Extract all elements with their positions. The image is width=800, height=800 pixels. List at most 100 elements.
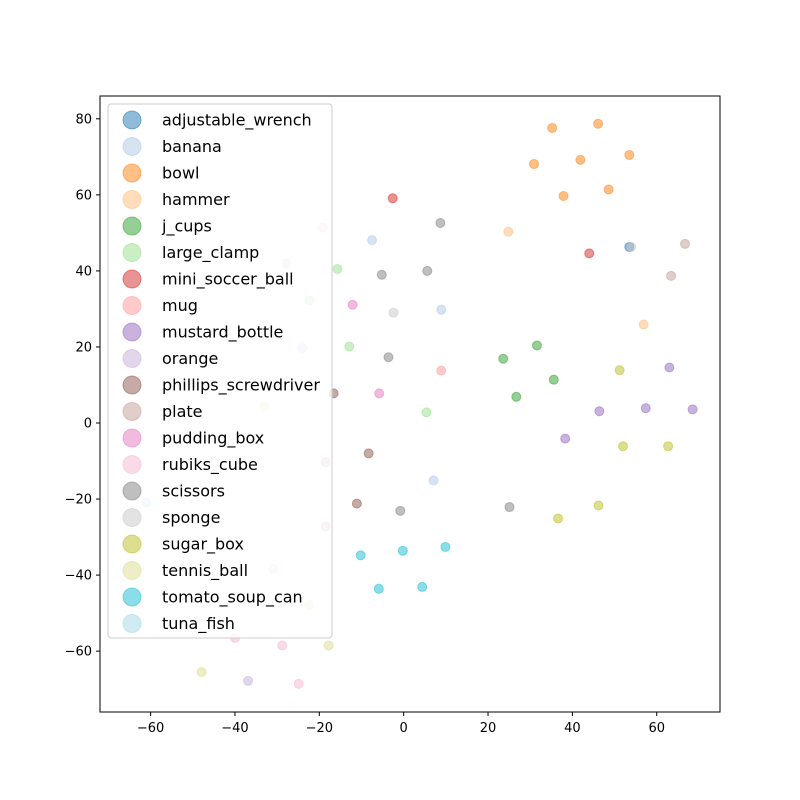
point-mustard_bottle	[640, 403, 651, 414]
y-tick-label: 20	[75, 340, 92, 355]
legend-marker-mustard_bottle	[122, 322, 142, 342]
legend-marker-adjustable_wrench	[122, 110, 142, 130]
point-sponge	[626, 241, 637, 252]
point-mini_soccer_ball	[387, 193, 398, 204]
legend-marker-phillips_screwdriver	[122, 375, 142, 395]
point-tomato_soup_can	[373, 583, 384, 594]
point-sugar_box	[614, 365, 625, 376]
point-rubiks_cube	[293, 678, 304, 689]
y-tick-label: −60	[65, 645, 92, 660]
point-hammer	[503, 226, 514, 237]
legend-label-rubiks_cube: rubiks_cube	[162, 455, 258, 475]
point-tomato_soup_can	[440, 541, 451, 552]
legend-label-bowl: bowl	[162, 164, 199, 183]
point-scissors	[395, 505, 406, 516]
legend-label-mug: mug	[162, 296, 198, 315]
x-tick-label: −60	[137, 721, 164, 736]
legend-label-pudding_box: pudding_box	[162, 429, 264, 449]
point-sugar_box	[617, 441, 628, 452]
point-plate	[666, 270, 677, 281]
point-bowl	[547, 122, 558, 133]
x-tick-label: −20	[306, 721, 333, 736]
legend-marker-scissors	[122, 481, 142, 501]
point-sugar_box	[593, 500, 604, 511]
legend-label-sugar_box: sugar_box	[162, 535, 244, 555]
point-plate	[679, 238, 690, 249]
legend-label-scissors: scissors	[162, 482, 225, 501]
point-banana	[367, 235, 378, 246]
legend-marker-pudding_box	[122, 428, 142, 448]
point-j_cups	[548, 374, 559, 385]
y-tick-label: 80	[75, 112, 92, 127]
legend-label-adjustable_wrench: adjustable_wrench	[162, 111, 312, 131]
point-tomato_soup_can	[397, 545, 408, 556]
point-bowl	[558, 191, 569, 201]
y-tick-label: 60	[75, 188, 92, 203]
point-scissors	[376, 269, 387, 280]
legend-marker-sugar_box	[122, 534, 142, 554]
point-mustard_bottle	[687, 404, 698, 415]
x-tick-label: 60	[648, 721, 665, 736]
y-axis: −60 −40 −20 0 20 40 60 80	[65, 112, 100, 660]
legend-label-hammer: hammer	[162, 190, 230, 209]
x-tick-label: 0	[400, 721, 408, 736]
point-rubiks_cube	[277, 640, 288, 651]
point-j_cups	[531, 340, 542, 351]
point-sugar_box	[663, 441, 674, 452]
point-scissors	[435, 218, 446, 228]
legend-marker-mug	[122, 296, 142, 315]
point-bowl	[603, 184, 614, 195]
legend-marker-j_cups	[122, 216, 142, 236]
legend-label-tennis_ball: tennis_ball	[162, 561, 248, 581]
legend-marker-large_clamp	[122, 243, 142, 262]
point-tomato_soup_can	[417, 581, 428, 592]
legend-label-mustard_bottle: mustard_bottle	[162, 323, 283, 343]
legend-marker-orange	[122, 349, 142, 368]
point-j_cups	[511, 391, 522, 402]
point-mustard_bottle	[560, 433, 571, 444]
point-pudding_box	[347, 299, 358, 310]
point-scissors	[383, 352, 394, 363]
legend-marker-plate	[122, 402, 142, 421]
legend-marker-tuna_fish	[122, 614, 142, 633]
point-large_clamp	[332, 264, 343, 275]
y-tick-label: −20	[65, 493, 92, 508]
legend-box	[107, 103, 333, 639]
point-scissors	[504, 502, 515, 513]
x-tick-label: 20	[480, 721, 497, 736]
legend-marker-mini_soccer_ball	[122, 269, 142, 289]
point-mustard_bottle	[594, 406, 605, 417]
legend-label-banana: banana	[162, 137, 222, 156]
legend-label-plate: plate	[162, 402, 203, 421]
point-large_clamp	[344, 341, 355, 352]
point-bowl	[575, 154, 586, 165]
point-bowl	[529, 159, 539, 170]
legend-label-mini_soccer_ball: mini_soccer_ball	[162, 270, 294, 290]
point-large_clamp	[421, 407, 432, 418]
legend-marker-sponge	[122, 508, 142, 527]
point-phillips_screwdriver	[363, 448, 374, 459]
point-bowl	[624, 149, 635, 160]
x-axis: −60 −40 −20 0 20 40 60	[137, 712, 665, 736]
legend-marker-tomato_soup_can	[122, 587, 142, 607]
y-tick-label: 40	[75, 264, 92, 279]
x-tick-label: −40	[221, 721, 248, 736]
legend-label-orange: orange	[162, 349, 218, 368]
x-tick-label: 40	[564, 721, 581, 736]
point-sugar_box	[553, 513, 564, 524]
point-banana	[428, 475, 439, 486]
y-tick-label: −40	[65, 569, 92, 584]
point-pudding_box	[374, 388, 385, 399]
point-orange	[243, 675, 254, 686]
legend-label-sponge: sponge	[162, 508, 220, 527]
point-tennis_ball	[323, 640, 334, 651]
legend-label-phillips_screwdriver: phillips_screwdriver	[162, 376, 320, 396]
legend-marker-banana	[122, 137, 142, 156]
point-j_cups	[498, 353, 509, 364]
point-tennis_ball	[196, 667, 207, 678]
legend-marker-rubiks_cube	[122, 455, 142, 474]
point-bowl	[593, 118, 604, 129]
point-mini_soccer_ball	[584, 248, 595, 259]
